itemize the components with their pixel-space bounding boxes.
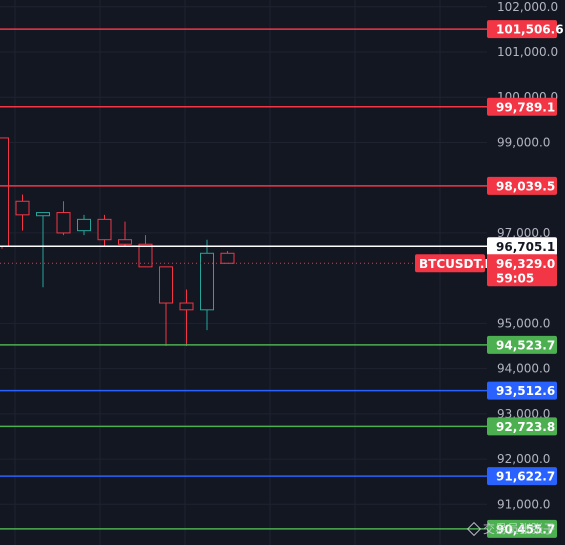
candle-body — [36, 212, 50, 217]
level-badge — [487, 97, 557, 116]
watermark-text: 交易员张张子 — [482, 522, 555, 536]
level-1: 99,789.1 — [0, 97, 557, 116]
level-label: 99,789.1 — [496, 100, 555, 114]
level-6: 92,723.8 — [0, 417, 557, 436]
candle-6 — [118, 221, 132, 247]
candle-body — [179, 302, 194, 311]
candle-9 — [179, 289, 194, 346]
level-badge — [487, 519, 557, 538]
candles — [0, 137, 235, 346]
level-badge — [487, 381, 557, 400]
y-tick-label: 102,000.0 — [497, 0, 558, 14]
level-5: 93,512.6 — [0, 381, 557, 400]
level-label: 94,523.7 — [496, 338, 555, 352]
watermark: 交易员张张子 — [466, 520, 555, 537]
candle-8 — [159, 266, 173, 346]
y-tick-label: 95,000.0 — [497, 316, 550, 330]
countdown-label: 59:05 — [496, 271, 534, 285]
symbol-label: BTCUSDT.P — [419, 257, 493, 271]
candle-body — [97, 218, 112, 241]
level-4: 94,523.7 — [0, 335, 557, 354]
y-tick-label: 91,000.0 — [497, 497, 550, 511]
symbol-badge — [415, 254, 485, 273]
candle-body — [56, 212, 71, 234]
level-badge — [487, 467, 557, 486]
candle-5 — [97, 214, 112, 247]
level-label: 90,455.7 — [496, 522, 555, 536]
last-price-marker: BTCUSDT.P 96,329.059:05 — [0, 254, 557, 287]
candle-body — [0, 137, 9, 247]
y-tick-label: 92,000.0 — [497, 452, 550, 466]
level-0: 101,506.6 — [0, 20, 564, 39]
candle-1 — [15, 194, 30, 231]
level-3: 96,705.1 — [0, 237, 557, 256]
grid — [0, 0, 487, 545]
last-price-badge — [487, 254, 557, 287]
y-tick-label: 101,000.0 — [497, 45, 558, 59]
y-tick-label: 94,000.0 — [497, 362, 550, 376]
candle-body — [77, 218, 91, 232]
candle-11 — [220, 251, 235, 264]
level-label: 92,723.8 — [496, 420, 555, 434]
candle-body — [159, 266, 173, 304]
level-label: 96,705.1 — [496, 240, 555, 254]
price-levels: 101,506.6 99,789.1 98,039.5 96,705.1 94,523.… — [0, 20, 564, 538]
level-badge — [487, 417, 557, 436]
candle-7 — [138, 235, 153, 268]
level-badge — [487, 20, 557, 39]
level-label: 91,622.7 — [496, 470, 555, 484]
level-badge — [487, 237, 557, 256]
watermark-icon — [466, 521, 482, 536]
candle-0 — [0, 137, 9, 249]
candle-2 — [36, 212, 50, 288]
level-badge — [487, 335, 557, 354]
candle-10 — [200, 239, 214, 331]
level-label: 93,512.6 — [496, 384, 555, 398]
candle-body — [118, 239, 132, 245]
candle-body — [138, 243, 153, 268]
level-7: 91,622.7 — [0, 467, 557, 486]
level-2: 98,039.5 — [0, 176, 557, 195]
y-tick-label: 99,000.0 — [497, 135, 550, 149]
candle-body — [15, 200, 30, 216]
level-badge — [487, 176, 557, 195]
candle-4 — [77, 214, 91, 236]
level-label: 101,506.6 — [496, 23, 564, 37]
level-label: 98,039.5 — [496, 179, 555, 193]
candle-3 — [56, 201, 71, 236]
y-tick-label: 97,000.0 — [497, 226, 550, 240]
candle-body — [200, 252, 214, 311]
candle-body — [220, 252, 235, 264]
last-price-label: 96,329.0 — [496, 257, 555, 271]
level-8: 90,455.7 — [0, 519, 557, 538]
